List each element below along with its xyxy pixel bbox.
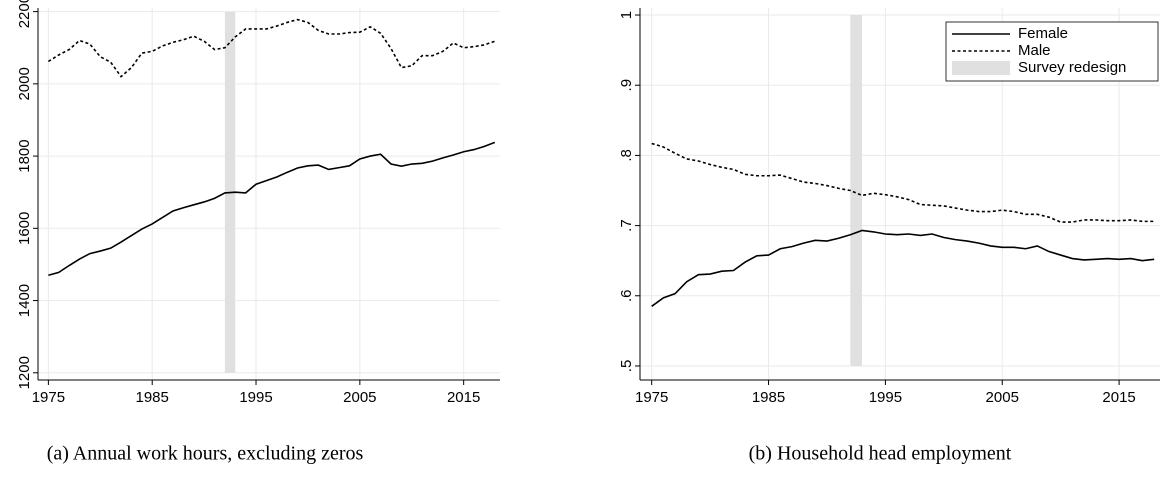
chart-panel: 1200 1400 1600 1800 2000 2200 1975 1985 1995 2005… [16, 0, 500, 465]
y-tick-label: .6 [618, 290, 635, 303]
x-tick-label: 1975 [635, 389, 668, 406]
y-tick-label: .9 [618, 79, 635, 92]
legend-label: Survey redesign [1018, 59, 1126, 76]
x-tick-label: 2005 [343, 389, 376, 406]
y-tick-label: 1400 [16, 284, 33, 317]
y-tick-label: .8 [618, 149, 635, 162]
y-tick-label: .7 [618, 219, 635, 232]
legend-label: Male [1018, 42, 1051, 59]
x-tick-label: 1995 [239, 389, 272, 406]
series-line [651, 229, 1155, 307]
x-tick-label: 2015 [447, 389, 480, 406]
x-tick-label: 1985 [752, 389, 785, 406]
y-tick-label: 1800 [16, 139, 33, 172]
series-line [651, 142, 1155, 223]
legend-label: Female [1018, 25, 1068, 42]
y-tick-label: 1 [618, 11, 635, 19]
caption: (a) Annual work hours, excluding zeros [47, 443, 364, 465]
y-tick-label: 2200 [16, 0, 33, 28]
x-tick-label: 1985 [136, 389, 169, 406]
chart-panel: .5 .6 .7 .8 .9 1 1975 1985 1995 2005 2015 (b) House… [618, 8, 1160, 465]
x-tick-label: 1975 [32, 389, 65, 406]
y-tick-label: 1200 [16, 356, 33, 389]
x-tick-label: 2015 [1102, 389, 1135, 406]
series-line [48, 141, 496, 277]
caption: (b) Household head employment [749, 443, 1012, 465]
y-tick-label: .5 [618, 360, 635, 373]
legend-swatch [952, 61, 1010, 75]
y-tick-label: 2000 [16, 67, 33, 100]
shade-band [850, 15, 863, 366]
series-line [47, 18, 496, 78]
x-tick-label: 2005 [986, 389, 1019, 406]
y-tick-label: 1600 [16, 212, 33, 245]
x-tick-label: 1995 [869, 389, 902, 406]
